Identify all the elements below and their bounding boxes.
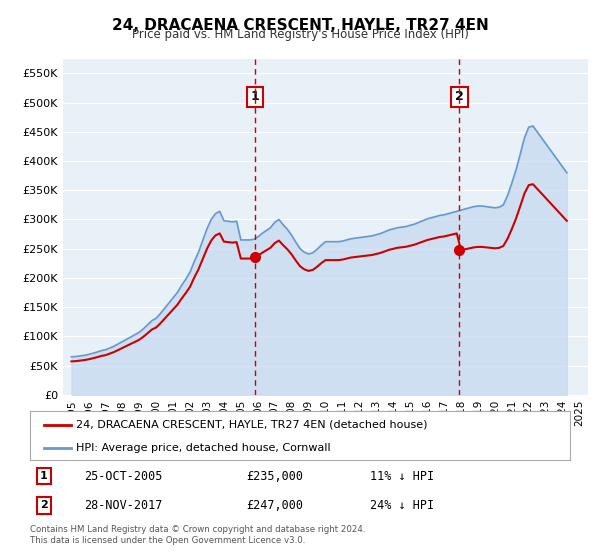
Text: 28-NOV-2017: 28-NOV-2017 xyxy=(84,499,163,512)
Text: Contains HM Land Registry data © Crown copyright and database right 2024.
This d: Contains HM Land Registry data © Crown c… xyxy=(30,525,365,545)
Text: 2: 2 xyxy=(40,501,47,511)
Text: £235,000: £235,000 xyxy=(246,469,303,483)
Text: Price paid vs. HM Land Registry's House Price Index (HPI): Price paid vs. HM Land Registry's House … xyxy=(131,28,469,41)
Text: 1: 1 xyxy=(250,90,259,103)
Text: 1: 1 xyxy=(40,471,47,481)
Text: 24, DRACAENA CRESCENT, HAYLE, TR27 4EN: 24, DRACAENA CRESCENT, HAYLE, TR27 4EN xyxy=(112,18,488,33)
Text: 24% ↓ HPI: 24% ↓ HPI xyxy=(370,499,434,512)
Text: HPI: Average price, detached house, Cornwall: HPI: Average price, detached house, Corn… xyxy=(76,443,331,453)
Text: 24, DRACAENA CRESCENT, HAYLE, TR27 4EN (detached house): 24, DRACAENA CRESCENT, HAYLE, TR27 4EN (… xyxy=(76,420,427,430)
Text: 25-OCT-2005: 25-OCT-2005 xyxy=(84,469,163,483)
Text: 2: 2 xyxy=(455,90,464,103)
Text: 11% ↓ HPI: 11% ↓ HPI xyxy=(370,469,434,483)
Text: £247,000: £247,000 xyxy=(246,499,303,512)
